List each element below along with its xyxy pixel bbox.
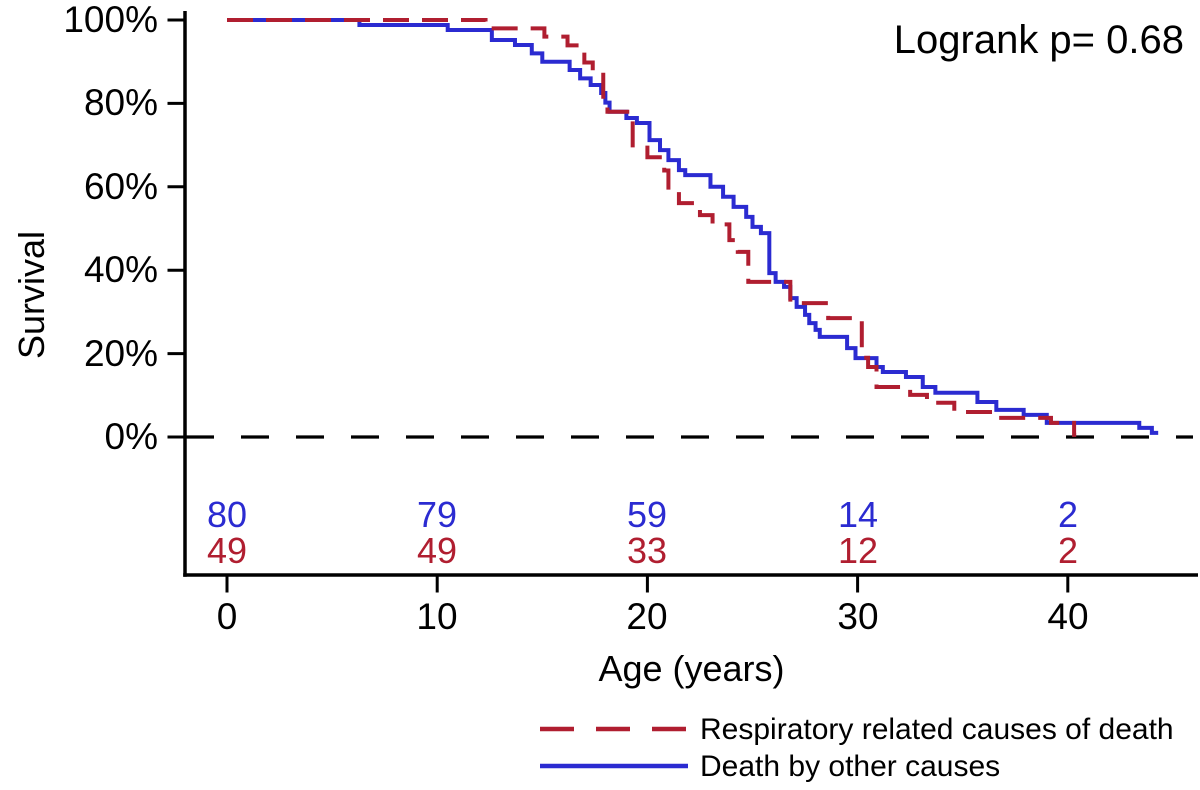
y-tick-label-20: 20% (83, 333, 158, 374)
y-tick-label-40: 40% (83, 249, 158, 290)
at-risk-respiratory-age40: 2 (1057, 530, 1079, 571)
legend-label-respiratory: Respiratory related causes of death (700, 713, 1174, 746)
y-tick-label-60: 60% (83, 166, 158, 207)
x-tick-label-10: 10 (416, 596, 458, 637)
y-axis-title: Survival (11, 230, 52, 360)
y-tick-label-100: 100% (63, 0, 158, 40)
at-risk-other-age40: 2 (1057, 494, 1079, 535)
legend-label-other: Death by other causes (700, 750, 1001, 783)
at-risk-respiratory-age0: 49 (206, 530, 248, 571)
logrank-annotation: Logrank p= 0.68 (893, 18, 1184, 62)
at-risk-other-age0: 80 (206, 494, 248, 535)
at-risk-other-age20: 59 (626, 494, 668, 535)
x-tick-label-0: 0 (216, 596, 238, 637)
x-tick-label-20: 20 (626, 596, 668, 637)
survival-curve-other (227, 18, 1159, 435)
y-tick-label-0: 0% (104, 416, 158, 457)
y-tick-label-80: 80% (83, 82, 158, 123)
at-risk-other-age30: 14 (837, 494, 879, 535)
at-risk-other-age10: 79 (416, 494, 458, 535)
x-tick-label-30: 30 (837, 596, 879, 637)
at-risk-respiratory-age30: 12 (837, 530, 879, 571)
survival-curve-respiratory (227, 18, 1077, 437)
at-risk-respiratory-age10: 49 (416, 530, 458, 571)
x-axis-title: Age (years) (598, 648, 785, 689)
x-tick-label-40: 40 (1047, 596, 1089, 637)
at-risk-respiratory-age20: 33 (626, 530, 668, 571)
